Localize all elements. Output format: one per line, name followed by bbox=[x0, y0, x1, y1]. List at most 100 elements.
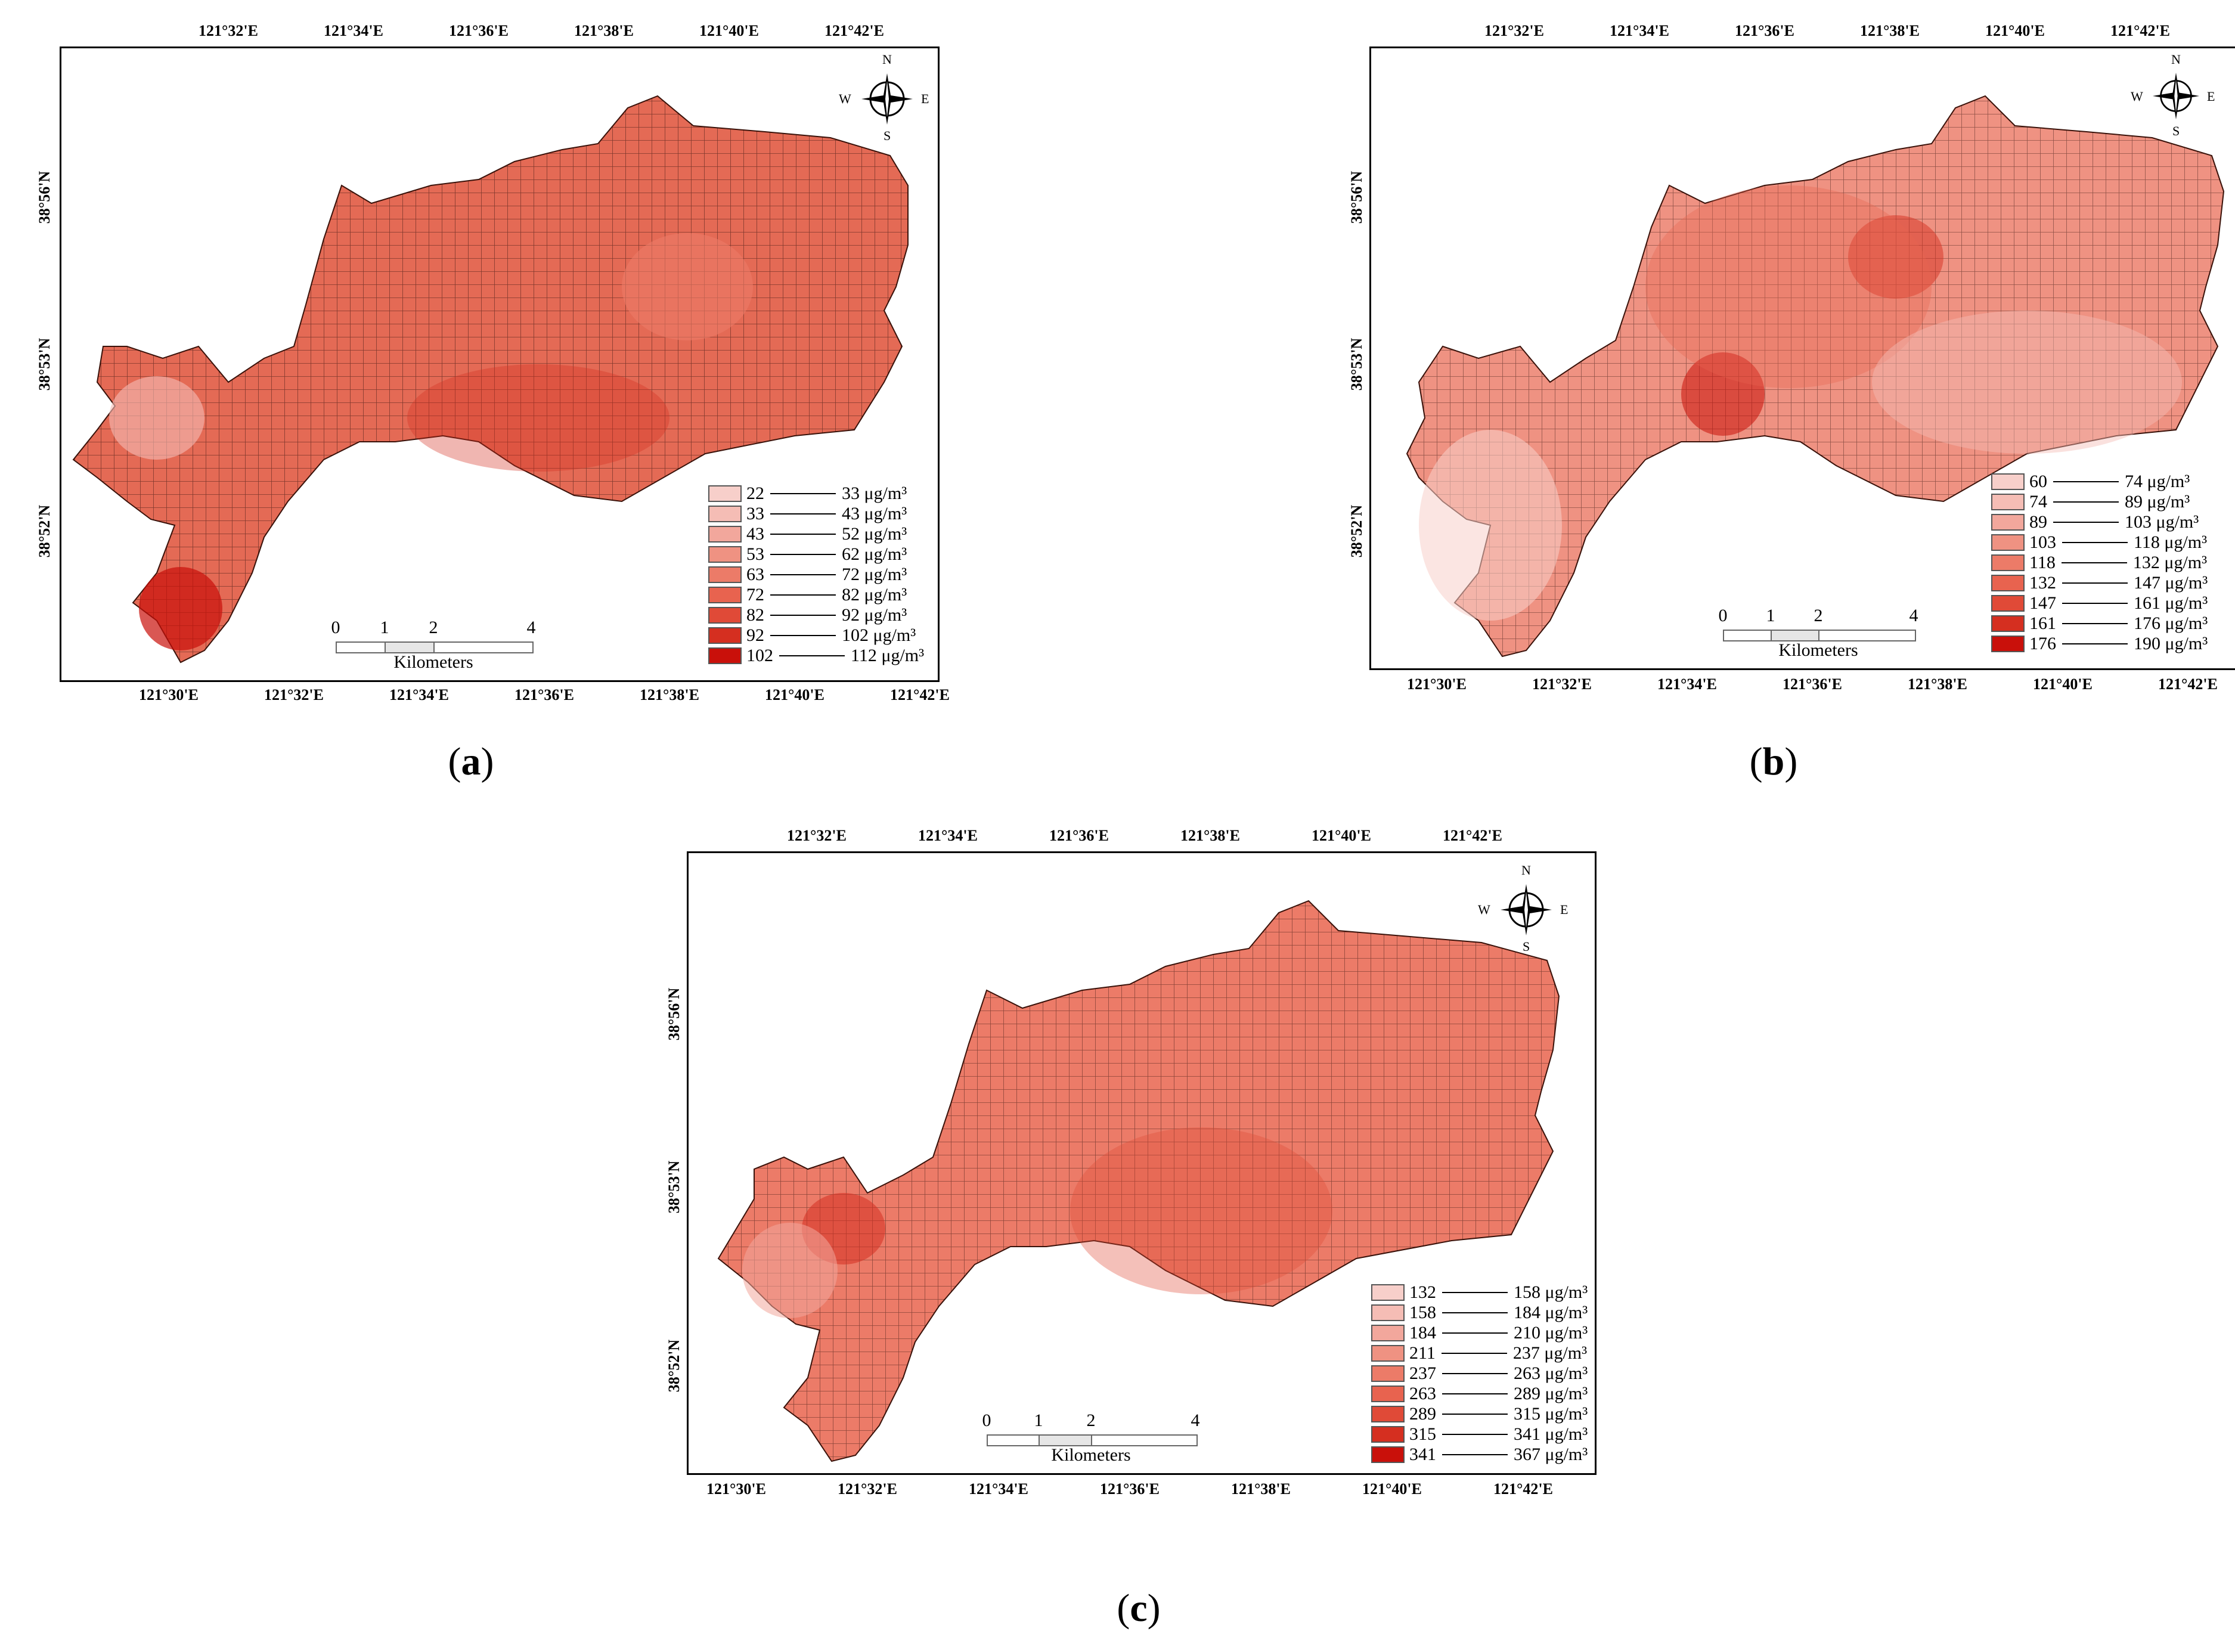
legend-swatch bbox=[1371, 1386, 1405, 1402]
legend-item: 132 158 μg/m³ bbox=[1371, 1282, 1588, 1303]
map-frame: 121°32'E 121°34'E 121°36'E 121°38'E 121°… bbox=[1348, 22, 2235, 693]
district-map bbox=[1406, 95, 2225, 658]
legend-item: 315 341 μg/m³ bbox=[1371, 1424, 1588, 1445]
lon-tick-top: 121°40'E bbox=[1985, 22, 2045, 39]
lon-tick-bottom: 121°36'E bbox=[514, 686, 574, 703]
compass-e: E bbox=[921, 91, 929, 106]
map-frame: 121°32'E 121°34'E 121°36'E 121°38'E 121°… bbox=[665, 827, 1597, 1498]
scale-label: 1 bbox=[1766, 606, 1775, 625]
legend-item: 184 210 μg/m³ bbox=[1371, 1323, 1588, 1343]
lat-tick: 38°56'N bbox=[1348, 171, 1365, 224]
lat-tick: 38°53'N bbox=[36, 337, 53, 391]
legend-swatch bbox=[1371, 1426, 1405, 1443]
lon-tick-bottom: 121°36'E bbox=[1783, 675, 1842, 693]
legend-item: 60 74 μg/m³ bbox=[1991, 472, 2208, 492]
legend-swatch bbox=[1991, 595, 2025, 612]
legend-item: 176 190 μg/m³ bbox=[1991, 634, 2208, 654]
lon-tick-top: 121°38'E bbox=[1180, 827, 1240, 844]
lon-tick-bottom: 121°32'E bbox=[1532, 675, 1592, 693]
lon-tick-top: 121°32'E bbox=[787, 827, 847, 844]
lon-tick-top: 121°36'E bbox=[449, 22, 509, 39]
compass-e: E bbox=[1560, 902, 1568, 917]
lon-tick-top: 121°34'E bbox=[324, 22, 383, 39]
legend-swatch bbox=[1991, 494, 2025, 510]
legend-item: 263 289 μg/m³ bbox=[1371, 1384, 1588, 1404]
legend: 22 33 μg/m³ 33 43 μg/m³ 43 52 μg/m³ 53 62 μg… bbox=[708, 483, 924, 666]
lon-tick-top: 121°38'E bbox=[574, 22, 634, 39]
legend-swatch bbox=[708, 607, 742, 624]
lon-tick-bottom: 121°42'E bbox=[2158, 675, 2218, 693]
scale-label: 0 bbox=[1718, 606, 1728, 625]
map-panel-a: 121°32'E 121°34'E 121°36'E 121°38'E 121°… bbox=[36, 22, 950, 703]
lon-tick-top: 121°42'E bbox=[2110, 22, 2170, 39]
map-panel-c: 121°32'E 121°34'E 121°36'E 121°38'E 121°… bbox=[665, 827, 1622, 1532]
north-arrow-icon: N S E W bbox=[2131, 52, 2215, 138]
compass-n: N bbox=[1521, 863, 1531, 878]
legend-item: 63 72 μg/m³ bbox=[708, 565, 924, 585]
lon-tick-bottom: 121°34'E bbox=[1657, 675, 1717, 693]
legend-swatch bbox=[1371, 1406, 1405, 1422]
lon-tick-bottom: 121°30'E bbox=[706, 1480, 766, 1498]
lon-tick-top: 121°36'E bbox=[1735, 22, 1794, 39]
compass-e: E bbox=[2207, 89, 2215, 104]
lon-tick-bottom: 121°30'E bbox=[139, 686, 199, 703]
lon-tick-bottom: 121°38'E bbox=[1231, 1480, 1291, 1498]
legend-item: 289 315 μg/m³ bbox=[1371, 1404, 1588, 1424]
panel-caption-b: (b) bbox=[1749, 740, 1798, 783]
legend-item: 132 147 μg/m³ bbox=[1991, 573, 2208, 593]
legend-swatch bbox=[708, 526, 742, 543]
district-map bbox=[717, 900, 1560, 1462]
legend-swatch bbox=[708, 627, 742, 644]
compass-w: W bbox=[839, 91, 851, 106]
legend-item: 72 82 μg/m³ bbox=[708, 585, 924, 605]
legend: 60 74 μg/m³ 74 89 μg/m³ 89 103 μg/m³ 103 118… bbox=[1991, 472, 2208, 654]
lat-tick: 38°53'N bbox=[1348, 337, 1365, 391]
scale-unit: Kilometers bbox=[393, 652, 473, 672]
legend-swatch bbox=[708, 587, 742, 603]
district-map bbox=[72, 95, 909, 664]
scale-label: 0 bbox=[982, 1411, 991, 1430]
scale-unit: Kilometers bbox=[1051, 1445, 1131, 1465]
legend-swatch bbox=[1991, 575, 2025, 591]
legend-item: 43 52 μg/m³ bbox=[708, 524, 924, 544]
legend-item: 118 132 μg/m³ bbox=[1991, 553, 2208, 573]
lon-tick-top: 121°42'E bbox=[1443, 827, 1502, 844]
lon-tick-bottom: 121°38'E bbox=[640, 686, 699, 703]
legend-swatch bbox=[1371, 1284, 1405, 1301]
legend-item: 103 118 μg/m³ bbox=[1991, 532, 2208, 553]
legend-item: 89 103 μg/m³ bbox=[1991, 512, 2208, 532]
scale-bar: 0 1 2 4 Kilometers bbox=[1719, 606, 1918, 671]
lon-tick-top: 121°40'E bbox=[1312, 827, 1371, 844]
scale-label: 2 bbox=[1814, 606, 1823, 625]
scale-label: 0 bbox=[331, 618, 340, 637]
lon-tick-top: 121°42'E bbox=[824, 22, 884, 39]
lat-tick: 38°53'N bbox=[665, 1160, 683, 1214]
scale-label: 4 bbox=[1909, 606, 1918, 625]
scale-label: 1 bbox=[380, 618, 389, 637]
lat-tick: 38°52'N bbox=[1348, 504, 1365, 558]
lon-tick-top: 121°40'E bbox=[699, 22, 759, 39]
legend-swatch bbox=[708, 647, 742, 664]
legend-swatch bbox=[1371, 1325, 1405, 1341]
lon-tick-top: 121°32'E bbox=[1484, 22, 1544, 39]
legend-item: 237 263 μg/m³ bbox=[1371, 1363, 1588, 1384]
map-frame: 121°32'E 121°34'E 121°36'E 121°38'E 121°… bbox=[36, 22, 950, 703]
scale-label: 2 bbox=[1086, 1411, 1096, 1430]
legend-item: 161 176 μg/m³ bbox=[1991, 613, 2208, 634]
legend-swatch bbox=[708, 546, 742, 563]
compass-w: W bbox=[1478, 902, 1490, 917]
lon-tick-bottom: 121°40'E bbox=[1362, 1480, 1422, 1498]
lon-tick-bottom: 121°32'E bbox=[838, 1480, 897, 1498]
lon-tick-top: 121°32'E bbox=[199, 22, 258, 39]
scale-label: 4 bbox=[1191, 1411, 1200, 1430]
lat-tick: 38°52'N bbox=[665, 1339, 683, 1393]
legend-swatch bbox=[708, 566, 742, 583]
scale-bar: 0 1 2 4 Kilometers bbox=[982, 1411, 1200, 1476]
legend-swatch bbox=[1991, 615, 2025, 632]
lon-tick-bottom: 121°30'E bbox=[1407, 675, 1467, 693]
legend-item: 102 112 μg/m³ bbox=[708, 646, 924, 666]
legend: 132 158 μg/m³ 158 184 μg/m³ 184 210 μg/m³ 2… bbox=[1371, 1282, 1588, 1465]
legend-item: 53 62 μg/m³ bbox=[708, 544, 924, 565]
lon-tick-bottom: 121°34'E bbox=[969, 1480, 1028, 1498]
legend-item: 33 43 μg/m³ bbox=[708, 504, 924, 524]
